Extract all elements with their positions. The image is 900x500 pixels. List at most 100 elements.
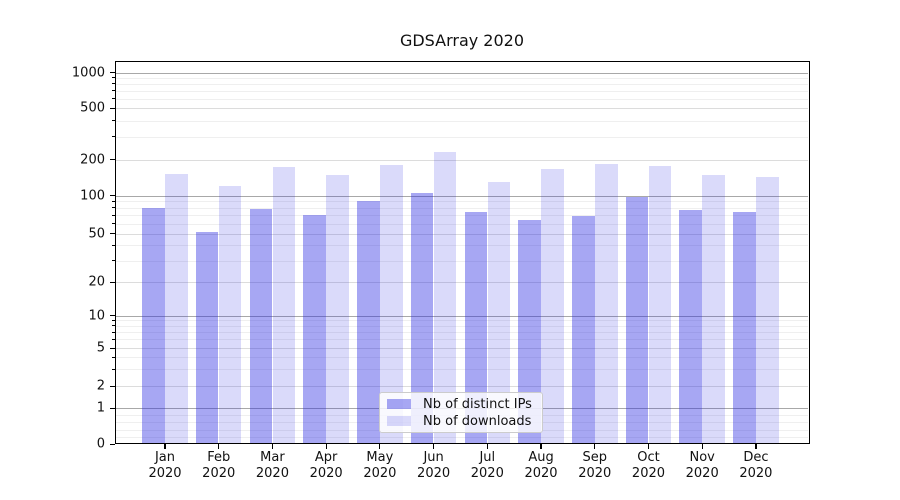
- minor-gridline: [116, 325, 808, 327]
- y-minor-tick-mark: [112, 356, 115, 358]
- gridline: [116, 159, 808, 161]
- y-tick-mark: [110, 347, 115, 349]
- minor-gridline: [116, 320, 808, 322]
- x-tick-mark: [594, 444, 596, 449]
- bar-distinct-ips-may: [357, 200, 380, 444]
- bar-downloads-feb: [218, 185, 242, 444]
- month-label: May: [366, 450, 394, 465]
- y-tick-label: 2: [96, 378, 105, 394]
- bar-distinct-ips-apr: [303, 215, 326, 444]
- month-label: Apr: [314, 450, 338, 465]
- year-label: 2020: [363, 466, 397, 481]
- legend-label: Nb of distinct IPs: [423, 396, 532, 412]
- month-label: Sep: [582, 450, 607, 465]
- bar-distinct-ips-jun: [410, 192, 434, 444]
- x-tick-label-feb: Feb 2020: [192, 450, 246, 482]
- y-minor-tick-mark: [112, 331, 115, 333]
- x-tick-label-nov: Nov 2020: [675, 450, 729, 482]
- y-tick-label: 20: [88, 274, 105, 290]
- minor-gridline: [116, 223, 808, 225]
- legend-swatch: [387, 416, 411, 426]
- year-label: 2020: [148, 466, 182, 481]
- y-tick-mark: [110, 281, 115, 283]
- y-tick-label: 1000: [71, 65, 105, 80]
- y-tick-mark: [110, 72, 115, 74]
- y-minor-tick-mark: [112, 83, 115, 85]
- legend-row: Nb of downloads: [380, 413, 542, 430]
- y-minor-tick-mark: [112, 325, 115, 327]
- x-tick-label-aug: Aug 2020: [514, 450, 568, 482]
- year-label: 2020: [202, 466, 236, 481]
- minor-gridline: [116, 215, 808, 217]
- year-label: 2020: [524, 466, 558, 481]
- y-tick-label: 0: [96, 436, 105, 452]
- y-tick-mark: [110, 385, 115, 387]
- x-tick-label-jan: Jan 2020: [138, 450, 192, 482]
- minor-gridline: [116, 339, 808, 341]
- y-tick-mark: [110, 195, 115, 197]
- x-tick-mark: [647, 444, 650, 449]
- x-tick-mark: [325, 444, 327, 449]
- bar-downloads-nov: [702, 175, 725, 444]
- month-label: Mar: [260, 450, 285, 465]
- y-tick-label: 50: [88, 226, 105, 241]
- x-tick-label-jul: Jul 2020: [460, 450, 514, 482]
- y-tick-label: 5: [96, 340, 105, 356]
- x-tick-mark: [379, 444, 381, 449]
- x-tick-mark: [433, 444, 435, 449]
- y-minor-tick-mark: [112, 214, 115, 216]
- y-tick-label: 100: [80, 188, 105, 203]
- y-tick-mark: [110, 407, 115, 409]
- bar-distinct-ips-jul: [464, 212, 488, 444]
- x-tick-label-apr: Apr 2020: [299, 450, 353, 482]
- x-tick-label-jun: Jun 2020: [407, 450, 461, 482]
- y-minor-tick-mark: [112, 207, 115, 209]
- year-label: 2020: [470, 466, 504, 481]
- bar-downloads-mar: [272, 167, 296, 444]
- minor-gridline: [116, 136, 808, 138]
- chart-title: GDSArray 2020: [399, 31, 525, 50]
- gridline: [116, 348, 808, 349]
- year-label: 2020: [631, 466, 666, 481]
- x-tick-mark: [271, 444, 274, 449]
- x-tick-label-oct: Oct 2020: [621, 450, 675, 482]
- month-label: Oct: [637, 450, 660, 465]
- y-tick-mark: [110, 315, 115, 317]
- bar-downloads-sep: [595, 163, 618, 444]
- minor-gridline: [116, 436, 808, 438]
- minor-gridline: [116, 207, 808, 209]
- major-gridline: [116, 72, 808, 74]
- y-tick-mark: [110, 443, 115, 445]
- bar-downloads-oct: [648, 166, 672, 444]
- bar-distinct-ips-dec: [733, 212, 756, 444]
- legend: Nb of distinct IPs Nb of downloads: [379, 392, 543, 433]
- month-label: Aug: [528, 450, 554, 465]
- bar-distinct-ips-sep: [572, 215, 595, 444]
- minor-gridline: [116, 90, 808, 92]
- y-minor-tick-mark: [112, 136, 115, 138]
- bar-distinct-ips-nov: [679, 209, 702, 444]
- major-gridline: [116, 315, 808, 317]
- bar-downloads-jul: [487, 181, 511, 444]
- bar-downloads-jan: [165, 174, 188, 444]
- minor-gridline: [116, 83, 808, 85]
- bar-distinct-ips-oct: [625, 196, 649, 444]
- y-minor-tick-mark: [112, 120, 115, 122]
- legend-label: Nb of downloads: [423, 413, 532, 429]
- y-tick-mark: [110, 107, 115, 109]
- x-tick-mark: [164, 444, 166, 449]
- gridline: [116, 108, 808, 109]
- year-label: 2020: [578, 466, 612, 481]
- minor-gridline: [116, 77, 808, 79]
- minor-gridline: [116, 369, 808, 371]
- year-label: 2020: [255, 466, 289, 481]
- bar-downloads-jun: [433, 152, 457, 444]
- x-tick-label-dec: Dec 2020: [729, 450, 783, 482]
- minor-gridline: [116, 120, 808, 122]
- month-label: Feb: [207, 450, 231, 465]
- minor-gridline: [116, 245, 808, 247]
- y-minor-tick-mark: [112, 77, 115, 79]
- minor-gridline: [116, 260, 808, 262]
- y-tick-mark: [110, 159, 115, 161]
- bar-downloads-may: [380, 164, 403, 444]
